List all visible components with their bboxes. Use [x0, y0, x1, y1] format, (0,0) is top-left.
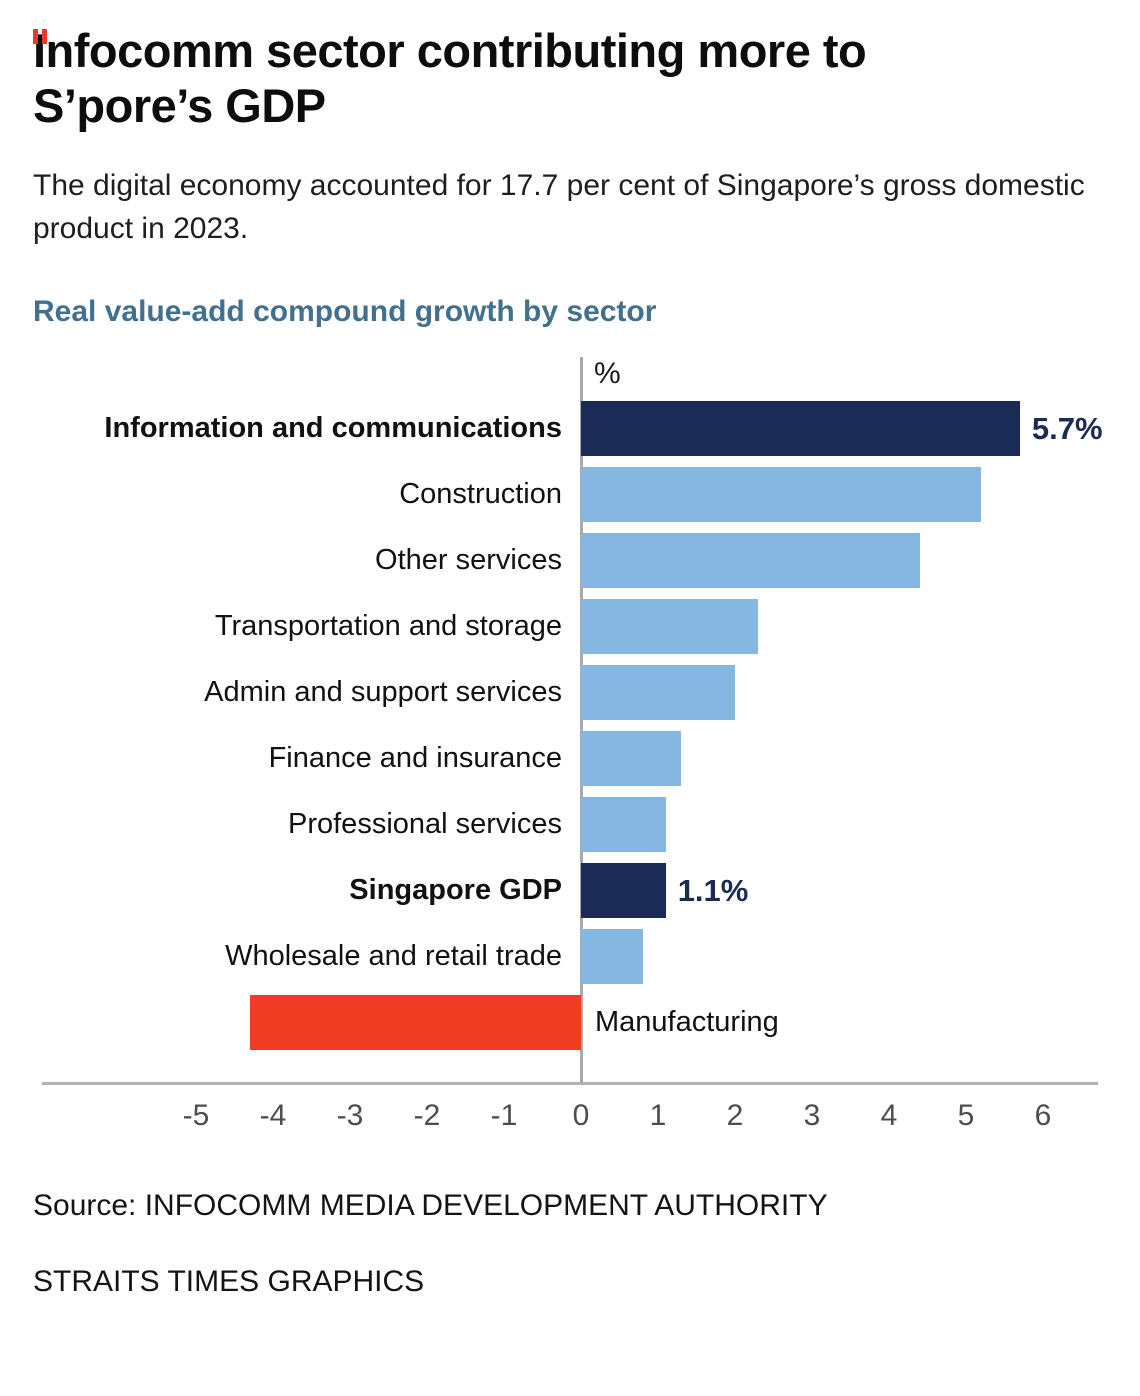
bar — [581, 400, 1020, 456]
x-tick-label: -1 — [490, 1098, 518, 1132]
x-tick-label: 1 — [649, 1098, 667, 1132]
category-label: Information and communications — [104, 411, 562, 444]
article-graphic: Infocomm sector contributing more to S’p… — [0, 24, 1140, 329]
page-title: Infocomm sector contributing more to S’p… — [33, 24, 867, 132]
axis-unit-label: % — [594, 356, 621, 390]
bar — [581, 862, 666, 918]
value-label: 5.7% — [1031, 410, 1103, 446]
bar — [581, 928, 643, 984]
category-label: Manufacturing — [595, 1005, 779, 1038]
category-label: Finance and insurance — [268, 741, 562, 774]
bar — [581, 532, 920, 588]
bar — [581, 466, 982, 522]
masthead-fragment — [33, 29, 55, 44]
x-tick-label: 4 — [880, 1098, 898, 1132]
chart: % Information and communications 5.7% Cons… — [0, 356, 1140, 1149]
category-label: Other services — [375, 543, 562, 576]
x-tick-label: 0 — [572, 1098, 590, 1132]
bar — [581, 664, 735, 720]
category-label: Singapore GDP — [349, 873, 562, 906]
x-tick-label: 3 — [803, 1098, 821, 1132]
zero-axis-line — [580, 356, 583, 1084]
chart-footer: Source: INFOCOMM MEDIA DEVELOPMENT AUTHO… — [0, 1189, 1140, 1299]
bar — [249, 994, 581, 1050]
source-line: Source: INFOCOMM MEDIA DEVELOPMENT AUTHO… — [33, 1188, 828, 1222]
bar — [581, 796, 666, 852]
category-label: Construction — [399, 477, 562, 510]
x-tick-label: -5 — [182, 1098, 210, 1132]
x-tick-label: 2 — [726, 1098, 744, 1132]
category-label: Professional services — [288, 807, 562, 840]
x-tick-label: -4 — [259, 1098, 287, 1132]
chart-heading: Real value-add compound growth by sector — [33, 294, 657, 328]
credit-line: STRAITS TIMES GRAPHICS — [33, 1264, 425, 1298]
x-axis-line — [42, 1081, 1098, 1085]
bar — [581, 730, 682, 786]
value-label: 1.1% — [677, 872, 749, 908]
x-tick-label: 6 — [1034, 1098, 1052, 1132]
x-tick-label: -3 — [336, 1098, 364, 1132]
category-label: Wholesale and retail trade — [225, 939, 562, 972]
subtitle: The digital economy accounted for 17.7 p… — [33, 168, 1085, 246]
x-tick-label: -2 — [413, 1098, 441, 1132]
bar — [581, 598, 759, 654]
category-label: Transportation and storage — [214, 609, 562, 642]
category-label: Admin and support services — [204, 675, 562, 708]
x-tick-label: 5 — [957, 1098, 975, 1132]
